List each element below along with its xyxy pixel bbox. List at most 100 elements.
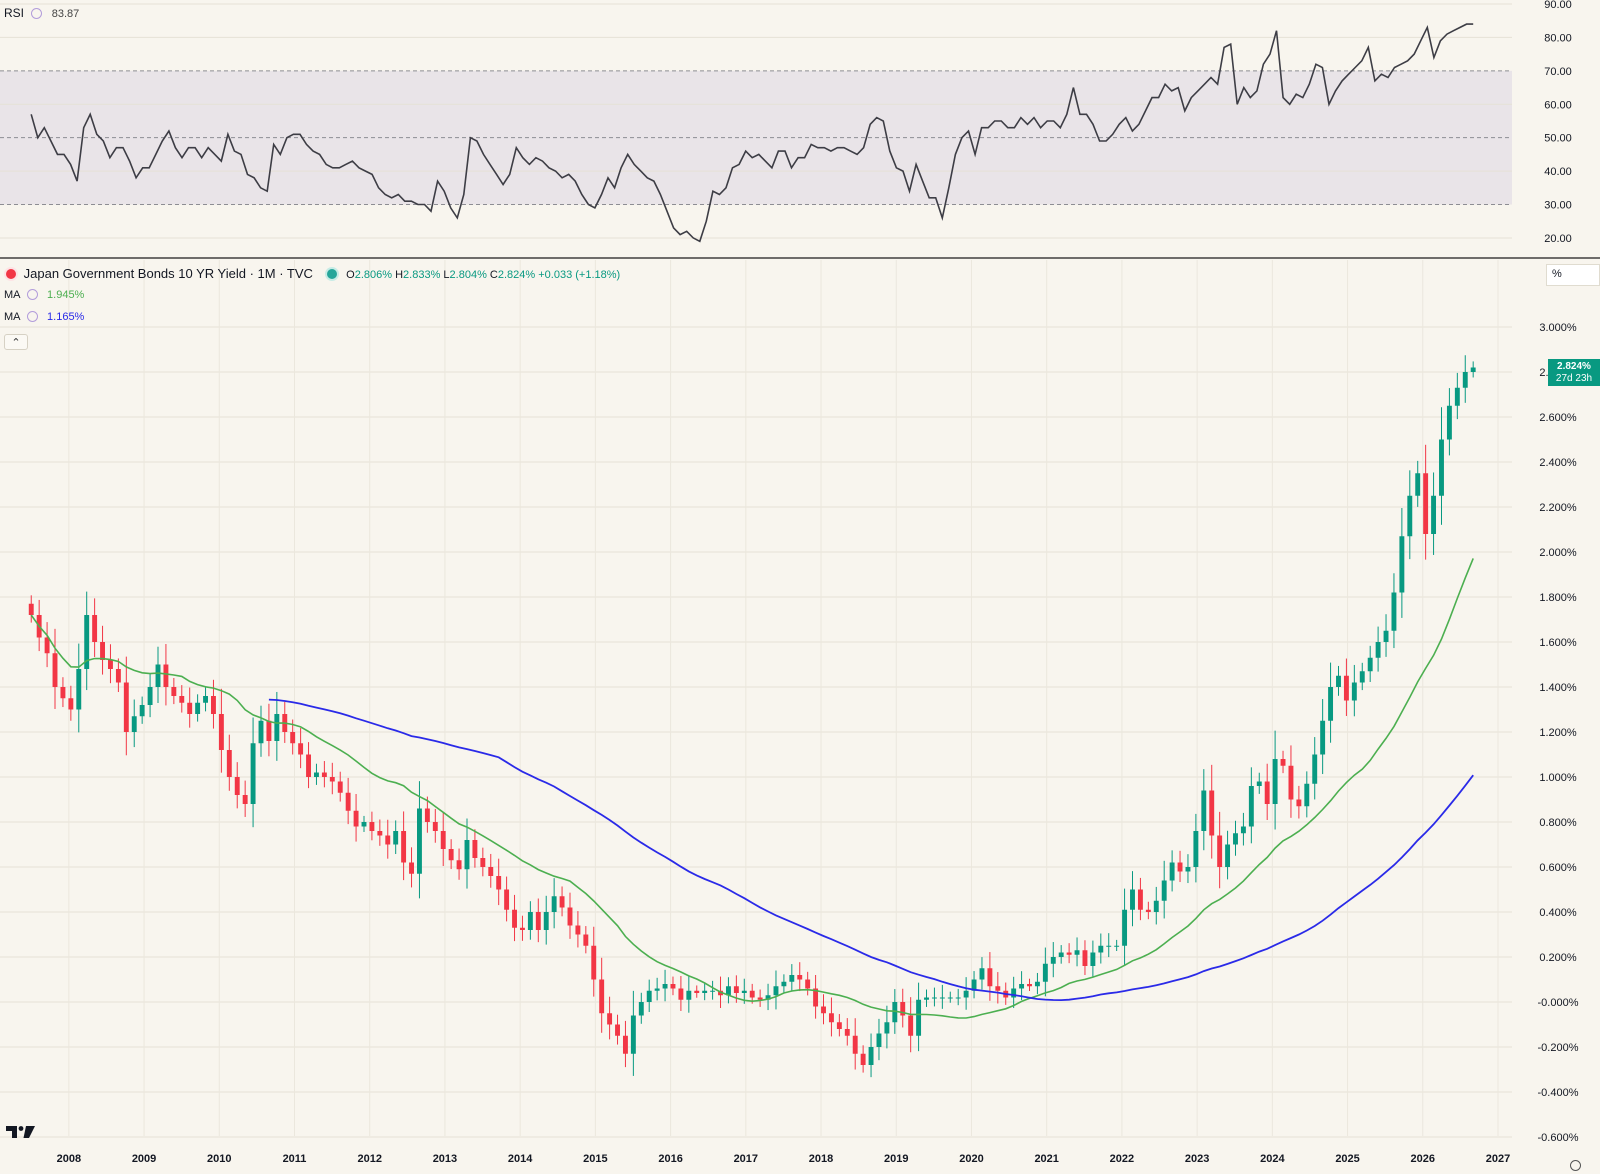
time-tick-label: 2018 xyxy=(809,1153,833,1165)
candle-body xyxy=(179,696,185,703)
candle-body xyxy=(1042,963,1048,982)
time-axis[interactable]: 2008 2009 2010 2011 2012 2013 2014 2015 2016 2017… xyxy=(57,1153,1511,1165)
candle-body xyxy=(1248,786,1254,827)
candle-body xyxy=(607,1013,613,1025)
candle-body xyxy=(1470,367,1476,372)
ma-legend-1-label: MA xyxy=(4,289,20,301)
price-tick-label: 0.800% xyxy=(1539,817,1577,829)
ohlc-open: O2.806% xyxy=(346,269,393,281)
candle-body xyxy=(955,997,961,999)
price-tick-label: 2.400% xyxy=(1539,457,1577,469)
candle-body xyxy=(551,896,557,912)
candle-body xyxy=(266,720,272,741)
price-tick-label: 2.600% xyxy=(1539,412,1577,424)
collapse-legend-button[interactable]: ⌃ xyxy=(4,334,28,350)
price-tick-label: 0.600% xyxy=(1539,862,1577,874)
candle-body xyxy=(416,808,422,874)
candle-body xyxy=(115,669,121,683)
time-tick-label: 2011 xyxy=(283,1153,307,1165)
candle-body xyxy=(646,990,652,1002)
gear-icon[interactable] xyxy=(1570,1160,1581,1171)
candle-body xyxy=(68,698,74,710)
time-tick-label: 2026 xyxy=(1411,1153,1435,1165)
main-pane: -0.600% -0.400% -0.200% -0.000% 0.200% 0.400%… xyxy=(0,260,1579,1144)
rsi-legend[interactable]: RSI 83.87 xyxy=(4,6,79,20)
candle-body xyxy=(987,968,993,987)
candle-body xyxy=(258,720,264,744)
candle-body xyxy=(979,968,985,980)
candle-body xyxy=(1193,831,1199,867)
candle-body xyxy=(337,781,343,793)
price-tick-label: -0.000% xyxy=(1538,997,1579,1009)
candle-body xyxy=(678,988,684,1000)
candle-body xyxy=(852,1035,858,1054)
rsi-tick-label: 30.00 xyxy=(1544,200,1572,212)
ohlc-close: C2.824% xyxy=(489,269,536,281)
candle-body xyxy=(702,990,708,993)
candle-body xyxy=(939,997,945,999)
candle-body xyxy=(234,777,240,795)
candle-body xyxy=(211,696,216,714)
time-tick-label: 2025 xyxy=(1335,1153,1359,1165)
candle-body xyxy=(393,831,399,845)
candle-body xyxy=(1272,759,1278,804)
candle-body xyxy=(1034,981,1040,987)
market-open-dot-icon xyxy=(326,269,337,279)
rsi-tick-label: 20.00 xyxy=(1544,233,1572,245)
candle-body xyxy=(298,743,304,755)
candle-body xyxy=(274,714,280,741)
candle-body xyxy=(844,1029,850,1036)
candle-body xyxy=(868,1047,874,1065)
candle-body xyxy=(92,615,98,642)
candle-body xyxy=(60,687,66,699)
candle-body xyxy=(1058,952,1064,957)
rsi-tick-label: 80.00 xyxy=(1544,32,1572,44)
tradingview-logo-icon[interactable] xyxy=(6,1124,36,1140)
unit-selector[interactable]: % xyxy=(1546,264,1600,286)
time-tick-label: 2008 xyxy=(57,1153,81,1165)
price-tick-label: 3.000% xyxy=(1539,322,1577,334)
candle-body xyxy=(361,822,367,827)
main-legend[interactable]: Japan Government Bonds 10 YR Yield · 1M … xyxy=(6,266,620,281)
candle-body xyxy=(908,1015,914,1036)
candle-body xyxy=(250,743,256,804)
candle-body xyxy=(171,687,177,696)
symbol-title[interactable]: Japan Government Bonds 10 YR Yield · 1M … xyxy=(23,266,313,281)
ma-legend-1-value: 1.945% xyxy=(47,289,85,301)
time-tick-label: 2016 xyxy=(658,1153,682,1165)
ma-legend-2[interactable]: MA 1.165% xyxy=(4,311,84,323)
candle-body xyxy=(725,986,731,996)
rsi-pane: 20.00 30.00 40.00 50.00 60.00 70.00 80.00 90.00 xyxy=(0,0,1572,245)
candle-body xyxy=(163,664,169,687)
ma-legend-1[interactable]: MA 1.945% xyxy=(4,289,84,301)
time-tick-label: 2019 xyxy=(884,1153,908,1165)
candle-body xyxy=(448,849,454,861)
candle-body xyxy=(733,986,739,993)
ohlc-low: L2.804% xyxy=(443,269,487,281)
candle-body xyxy=(789,975,795,982)
candle-body xyxy=(971,979,977,991)
candle-body xyxy=(1431,495,1437,534)
indicator-settings-icon[interactable] xyxy=(31,8,43,19)
price-tick-label: 1.000% xyxy=(1539,772,1577,784)
candle-body xyxy=(432,822,438,831)
price-axis[interactable]: -0.600% -0.400% -0.200% -0.000% 0.200% 0.400%… xyxy=(1538,322,1579,1144)
candle-body xyxy=(1225,844,1231,867)
candle-body xyxy=(535,912,541,930)
price-tick-label: 2.000% xyxy=(1539,547,1577,559)
candle-body xyxy=(329,777,335,782)
candle-body xyxy=(1328,687,1334,721)
candle-body xyxy=(1201,790,1207,831)
candle-body xyxy=(123,682,129,732)
candle-body xyxy=(836,1022,842,1029)
candle-body xyxy=(226,750,232,777)
rsi-line xyxy=(30,23,1474,243)
price-tick-label: 1.400% xyxy=(1539,682,1577,694)
indicator-settings-icon[interactable] xyxy=(26,311,38,322)
candle-body xyxy=(884,1022,890,1034)
indicator-settings-icon[interactable] xyxy=(26,289,38,300)
candle-body xyxy=(1320,720,1326,755)
candle-body xyxy=(1074,950,1080,955)
candle-body xyxy=(741,990,747,993)
